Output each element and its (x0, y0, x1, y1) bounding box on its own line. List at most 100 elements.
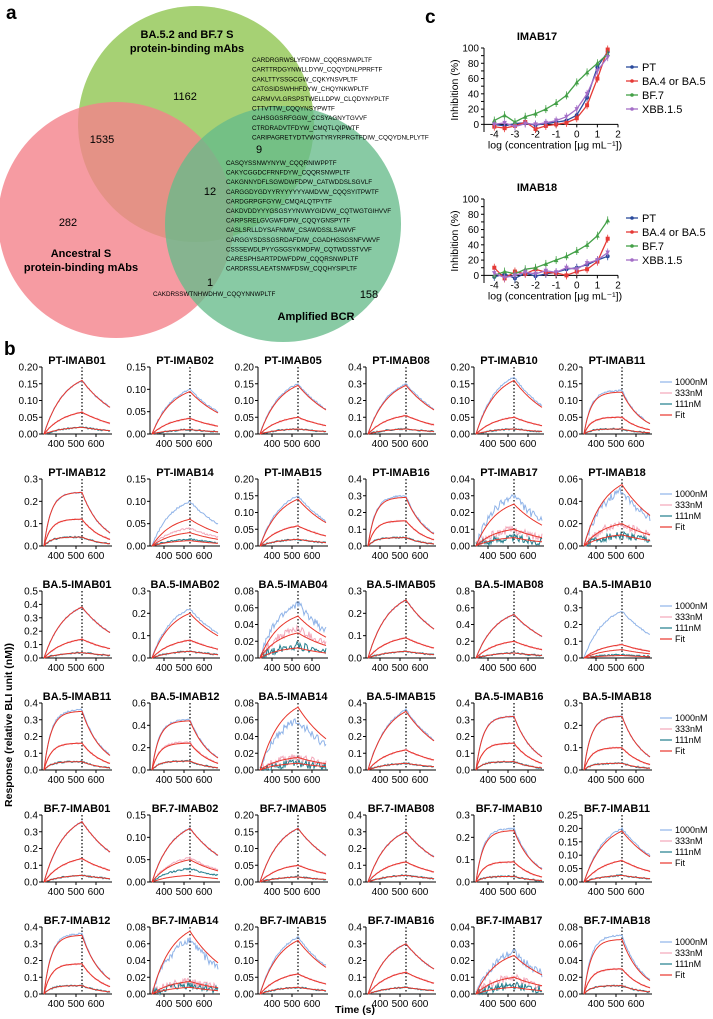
bli-fit-curve (475, 830, 543, 883)
venn-count-all-three: 12 (204, 186, 216, 198)
y-tick-label: 0.20 (235, 475, 255, 486)
x-tick-label: 500 (176, 439, 193, 450)
x-tick-label: 500 (392, 551, 409, 562)
x-tick-label: 2 (615, 129, 621, 140)
bli-plot: PT-IMAB05 0.20 0.15 0.10 0.05 0.00 400 500 600 (235, 355, 328, 450)
y-tick-label: 0.1 (24, 861, 38, 872)
y-tick-label: 0.1 (348, 413, 362, 424)
bli-plot: BF.7-IMAB14 0.08 0.06 0.04 0.02 0.00 400 500 600 (127, 915, 220, 1010)
y-tick-label: 0.05 (127, 407, 147, 418)
x-tick-label: 1 (595, 129, 601, 140)
bli-fit-curve (583, 523, 651, 547)
data-point (543, 106, 549, 112)
y-tick-label: 0.0 (564, 766, 578, 777)
data-point (564, 92, 569, 98)
bli-plot: BA.5-IMAB10 0.4 0.3 0.2 0.1 0.0 400 500 600 1000n… (564, 579, 707, 674)
y-tick-label: 0.0 (456, 878, 470, 889)
y-tick-label: 0.6 (132, 699, 146, 710)
y-tick-label: 0.02 (559, 973, 579, 984)
bli-plot-title: BA.5-IMAB15 (366, 691, 435, 703)
venn-count-left-right: 1 (207, 277, 213, 289)
bli-trace-1000nm (151, 500, 219, 547)
bli-fit-curve (259, 615, 327, 659)
x-tick-label: 500 (68, 551, 85, 562)
bli-trace-333nm (151, 977, 219, 995)
bli-fit-curve (475, 715, 543, 771)
data-point (522, 121, 528, 127)
series-line (494, 49, 609, 130)
y-tick-label: 0.00 (559, 990, 579, 1001)
y-tick-label: 0.0 (348, 654, 362, 665)
legend-label: BA.4 or BA.5 (642, 227, 706, 239)
bli-trace-1000nm (151, 608, 219, 659)
data-point (502, 275, 507, 281)
y-axis-label: Inhibition (%) (449, 210, 461, 271)
x-tick-label: 500 (284, 887, 301, 898)
y-tick-label: 0.03 (451, 939, 471, 950)
bli-fit-curve (43, 606, 111, 659)
y-tick-label: 0.02 (451, 508, 471, 519)
y-tick-label: 0.10 (235, 396, 255, 407)
bli-trace-1000nm (367, 830, 435, 882)
x-tick-label: 500 (608, 887, 625, 898)
bli-trace-1000nm (43, 819, 111, 882)
y-tick-label: 0.1 (348, 631, 362, 642)
y-tick-label: 0.00 (127, 430, 147, 441)
y-tick-label: 0.4 (348, 811, 362, 822)
legend-label: 1000nM (675, 825, 708, 835)
bli-plot: PT-IMAB14 0.15 0.10 0.05 0.00 400 500 600 (127, 467, 220, 562)
bli-fit-curve (259, 498, 327, 547)
y-tick-label: 0.05 (19, 413, 39, 424)
bli-trace-111nm (151, 538, 219, 547)
x-tick-label: 600 (88, 999, 105, 1010)
y-tick-label: 0.10 (127, 833, 147, 844)
x-tick-label: 400 (48, 551, 65, 562)
y-tick-label: 0.0 (132, 654, 146, 665)
data-point (553, 270, 559, 275)
bli-plot-title: PT-IMAB11 (589, 355, 646, 367)
x-tick-label: 400 (156, 887, 173, 898)
y-tick-label: 0.25 (559, 811, 579, 822)
bli-fit-curve (583, 715, 651, 771)
bli-plot: BF.7-IMAB08 0.4 0.3 0.2 0.1 0.0 400 500 600 (348, 803, 436, 898)
bli-trace-1000nm (259, 600, 327, 660)
bli-plot-title: BF.7-IMAB11 (584, 803, 650, 815)
x-tick-label: 400 (48, 775, 65, 786)
x-tick-label: 400 (588, 439, 605, 450)
y-tick-label: 0.15 (235, 939, 255, 950)
y-tick-label: 20 (468, 105, 480, 116)
y-tick-label: 0.20 (451, 363, 471, 374)
bli-plot-title: BA.5-IMAB16 (474, 691, 543, 703)
x-tick-label: 400 (480, 551, 497, 562)
bli-trace-111nm (475, 981, 543, 996)
bli-fit-curve (43, 710, 111, 771)
bli-plot-title: PT-IMAB17 (480, 467, 537, 479)
y-tick-label: 0.05 (559, 413, 579, 424)
sequence-list-top-right: CARDRGRWSLYFDNW_CQQRSNWPLTF CARTTRDGYNWLL… (252, 57, 429, 142)
x-tick-label: 500 (68, 775, 85, 786)
inhibition-chart: IMAB17 0 20 40 60 80 100 -4 -3 -2 -1 0 1 2 Inhibition … (449, 31, 706, 151)
bli-fit-curve (151, 639, 219, 659)
x-tick-label: 600 (520, 551, 537, 562)
legend-label: 333nM (675, 388, 703, 398)
y-tick-label: 0.05 (451, 413, 471, 424)
series-xbb-1-5 (492, 248, 610, 282)
bli-fit-curve (367, 762, 435, 771)
bli-trace-1000nm (583, 611, 651, 658)
bli-fit-curve (151, 391, 219, 435)
x-tick-label: 400 (156, 775, 173, 786)
x-tick-label: 400 (588, 775, 605, 786)
x-tick-label: 500 (68, 887, 85, 898)
y-tick-label: 0.2 (456, 637, 470, 648)
y-tick-label: 60 (468, 74, 480, 85)
y-tick-label: 0.00 (127, 878, 147, 889)
y-tick-label: 0.00 (19, 430, 39, 441)
y-tick-label: 0.4 (24, 923, 38, 934)
bli-fit-curve (151, 428, 219, 435)
y-tick-label: 0.2 (564, 620, 578, 631)
data-point (512, 119, 518, 125)
bli-fit-curve (259, 756, 327, 771)
y-tick-label: 0.15 (127, 363, 147, 374)
bli-plot-title: PT-IMAB01 (48, 355, 105, 367)
